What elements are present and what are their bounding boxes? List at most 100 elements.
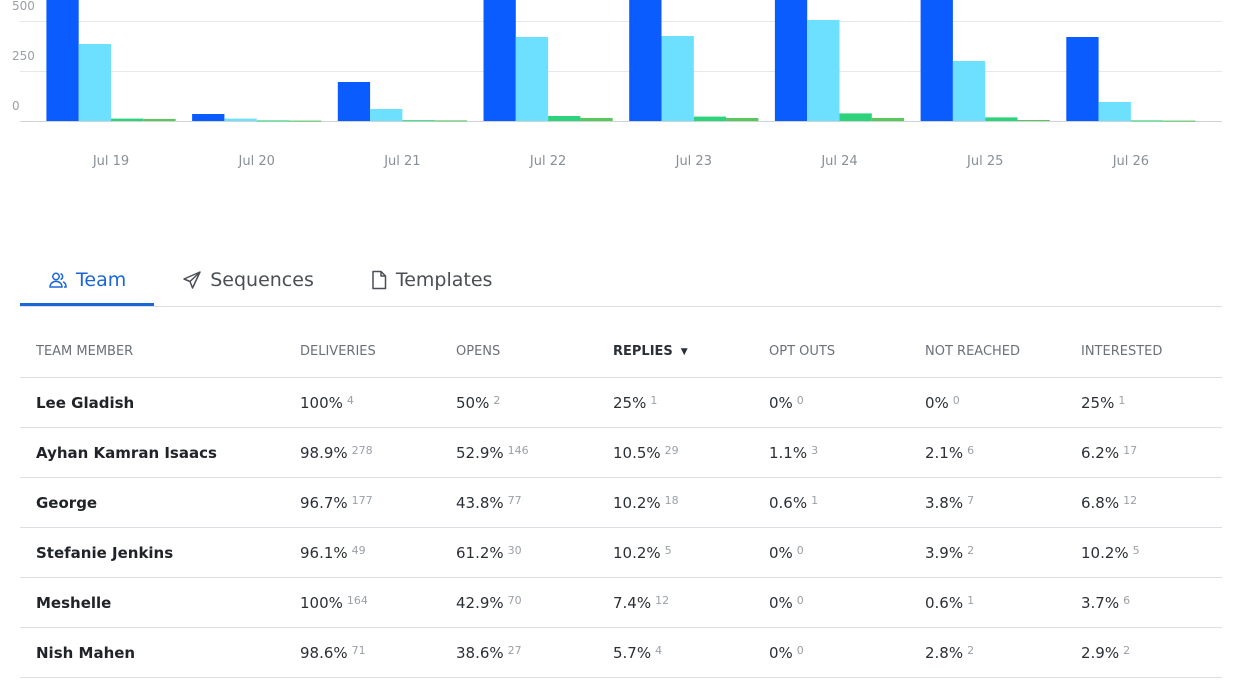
opt-outs-percent: 0% (769, 593, 793, 612)
bar[interactable] (111, 118, 144, 121)
bar[interactable] (1130, 120, 1164, 122)
bar[interactable] (143, 119, 176, 121)
deliveries-count: 278 (351, 443, 373, 457)
replies-cell: 25% 1 (597, 377, 753, 428)
bar[interactable] (515, 37, 549, 121)
tab-templates-label: Templates (395, 269, 493, 291)
bar[interactable] (1017, 120, 1050, 121)
interested-percent: 6.8% (1081, 493, 1120, 512)
table-row[interactable]: Ayhan Kamran Isaacs 98.9% 278 52.9% 146 10.5%… (20, 427, 1222, 478)
team-member-name: Ayhan Kamran Isaacs (20, 427, 284, 478)
bar[interactable] (629, 0, 662, 121)
bar[interactable] (580, 118, 613, 121)
deliveries-count: 164 (346, 593, 368, 607)
not-reached-percent: 3.8% (925, 493, 964, 512)
bar[interactable] (661, 36, 694, 121)
bar[interactable] (985, 117, 1018, 121)
replies-percent: 7.4% (613, 593, 652, 612)
opt-outs-count: 3 (811, 443, 819, 457)
interested-count: 12 (1123, 493, 1138, 507)
bar[interactable] (1163, 120, 1196, 122)
x-tick-label: Jul 24 (820, 154, 857, 169)
bar[interactable] (726, 118, 759, 121)
table-row[interactable]: George 96.7% 177 43.8% 77 10.2% 18 0.6% 1 3.8% 7 6.… (20, 477, 1222, 528)
interested-count: 6 (1123, 593, 1131, 607)
opens-count: 27 (507, 643, 522, 657)
deliveries-cell: 100% 4 (284, 377, 440, 428)
deliveries-count: 71 (351, 643, 366, 657)
not-reached-percent: 2.1% (925, 443, 964, 462)
deliveries-percent: 98.6% (300, 643, 348, 662)
not-reached-count: 7 (967, 493, 975, 507)
col-header-opens[interactable]: OPENS (440, 326, 597, 378)
report-tabs: Team Sequences Templates (20, 256, 1222, 307)
deliveries-percent: 100% (300, 393, 343, 412)
opt-outs-cell: 0% 0 (753, 377, 909, 428)
col-header-not-reached[interactable]: NOT REACHED (909, 326, 1065, 378)
bar[interactable] (920, 0, 953, 121)
not-reached-cell: 0% 0 (909, 377, 1065, 428)
deliveries-percent: 96.1% (300, 543, 348, 562)
bar[interactable] (78, 44, 111, 121)
x-tick-label: Jul 19 (92, 154, 129, 169)
col-header-deliveries[interactable]: DELIVERIES (284, 326, 440, 378)
bar[interactable] (839, 113, 872, 121)
not-reached-cell: 3.8% 7 (909, 477, 1065, 528)
opens-count: 2 (493, 393, 501, 407)
deliveries-cell: 98.9% 278 (284, 427, 440, 478)
tab-team[interactable]: Team (20, 256, 155, 306)
bar[interactable] (1098, 102, 1131, 121)
table-row[interactable]: Lee Gladish 100% 4 50% 2 25% 1 0% 0 0% 0 25% 1 (20, 377, 1222, 428)
bar[interactable] (693, 116, 727, 121)
bar[interactable] (483, 0, 516, 121)
bar[interactable] (774, 0, 808, 121)
tab-templates[interactable]: Templates (342, 256, 521, 304)
tab-sequences[interactable]: Sequences (154, 256, 342, 304)
deliveries-percent: 96.7% (300, 493, 348, 512)
not-reached-cell: 2.1% 6 (909, 427, 1065, 478)
opens-percent: 43.8% (456, 493, 504, 512)
not-reached-count: 6 (967, 443, 975, 457)
bar[interactable] (192, 114, 225, 121)
bar[interactable] (256, 120, 289, 122)
replies-count: 1 (650, 393, 658, 407)
replies-count: 12 (655, 593, 670, 607)
not-reached-percent: 0% (925, 393, 949, 412)
bar[interactable] (224, 118, 257, 121)
bar[interactable] (952, 61, 986, 121)
col-header-team-member[interactable]: TEAM MEMBER (20, 326, 284, 378)
bar[interactable] (370, 109, 403, 121)
table-row[interactable]: Stefanie Jenkins 96.1% 49 61.2% 30 10.2% 5 0% 0 3… (20, 527, 1222, 578)
opens-percent: 38.6% (456, 643, 504, 662)
col-header-opt-outs[interactable]: OPT OUTS (753, 326, 909, 378)
tab-team-label: Team (76, 269, 127, 291)
replies-cell: 10.5% 29 (597, 427, 753, 478)
opens-cell: 42.9% 70 (440, 577, 597, 628)
bar[interactable] (289, 120, 322, 122)
bar[interactable] (46, 0, 79, 121)
interested-percent: 10.2% (1081, 543, 1129, 562)
y-tick-label: 0 (12, 99, 20, 113)
col-header-replies[interactable]: REPLIES ▼ (597, 326, 753, 378)
interested-percent: 3.7% (1081, 593, 1120, 612)
sort-desc-icon: ▼ (680, 347, 688, 357)
table-row[interactable]: Meshelle 100% 164 42.9% 70 7.4% 12 0% 0 0.6% 1 3.7%… (20, 577, 1222, 628)
opt-outs-cell: 0% 0 (753, 627, 909, 678)
y-tick-label: 500 (12, 0, 35, 13)
team-member-name: George (20, 477, 284, 528)
x-tick-label: Jul 26 (1112, 154, 1149, 169)
bar[interactable] (434, 120, 467, 122)
col-header-interested[interactable]: INTERESTED (1065, 326, 1222, 378)
bar[interactable] (337, 82, 371, 121)
not-reached-count: 2 (967, 543, 975, 557)
bar[interactable] (1066, 37, 1099, 121)
chart-gridlines (20, 21, 1222, 122)
bar[interactable] (807, 20, 840, 121)
bar[interactable] (548, 116, 581, 121)
interested-percent: 25% (1081, 393, 1115, 412)
x-tick-label: Jul 21 (383, 154, 420, 169)
bar[interactable] (871, 118, 905, 121)
replies-percent: 10.2% (613, 493, 661, 512)
table-row[interactable]: Nish Mahen 98.6% 71 38.6% 27 5.7% 4 0% 0 2.8% 2 2.9… (20, 627, 1222, 678)
bar[interactable] (402, 120, 435, 122)
